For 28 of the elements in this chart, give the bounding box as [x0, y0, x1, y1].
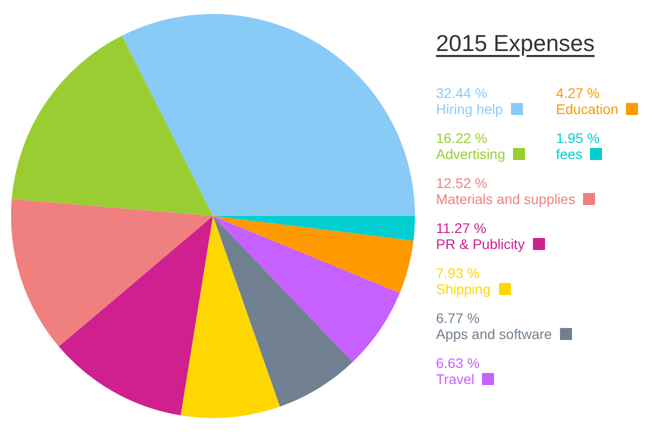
- data-label: 4.27 %: [556, 85, 601, 101]
- legend-label: Education: [556, 101, 618, 117]
- legend-label: Advertising: [436, 146, 506, 162]
- data-label: 32.44 %: [436, 85, 488, 101]
- pie-slice: [213, 216, 414, 293]
- legend-label: fees: [556, 146, 582, 162]
- pie-slice: [58, 216, 213, 416]
- data-label: 16.22 %: [436, 130, 488, 146]
- pie-slice: [11, 199, 213, 347]
- pie-slice: [213, 216, 400, 362]
- data-label: 6.77 %: [436, 310, 481, 326]
- pie-slice: [180, 216, 280, 418]
- data-label: 12.52 %: [436, 175, 488, 191]
- data-label: 1.95 %: [556, 130, 601, 146]
- data-label: 7.93 %: [436, 265, 481, 281]
- legend-label: Hiring help: [436, 101, 503, 117]
- pie-slice: [122, 14, 415, 216]
- data-label: 6.63 %: [436, 355, 481, 371]
- text: 2015 Expenses: [436, 30, 596, 57]
- legend-label: PR & Publicity: [436, 236, 525, 252]
- legend-label: Shipping: [436, 281, 490, 297]
- legend-label: Travel: [436, 371, 474, 387]
- pie-slice: [213, 216, 353, 407]
- legend-label: Apps and software: [436, 326, 552, 342]
- legend-label: Materials and supplies: [436, 191, 576, 207]
- pie-slice: [12, 36, 213, 216]
- data-label: 11.27 %: [436, 220, 488, 236]
- pie-slice: [213, 216, 415, 241]
